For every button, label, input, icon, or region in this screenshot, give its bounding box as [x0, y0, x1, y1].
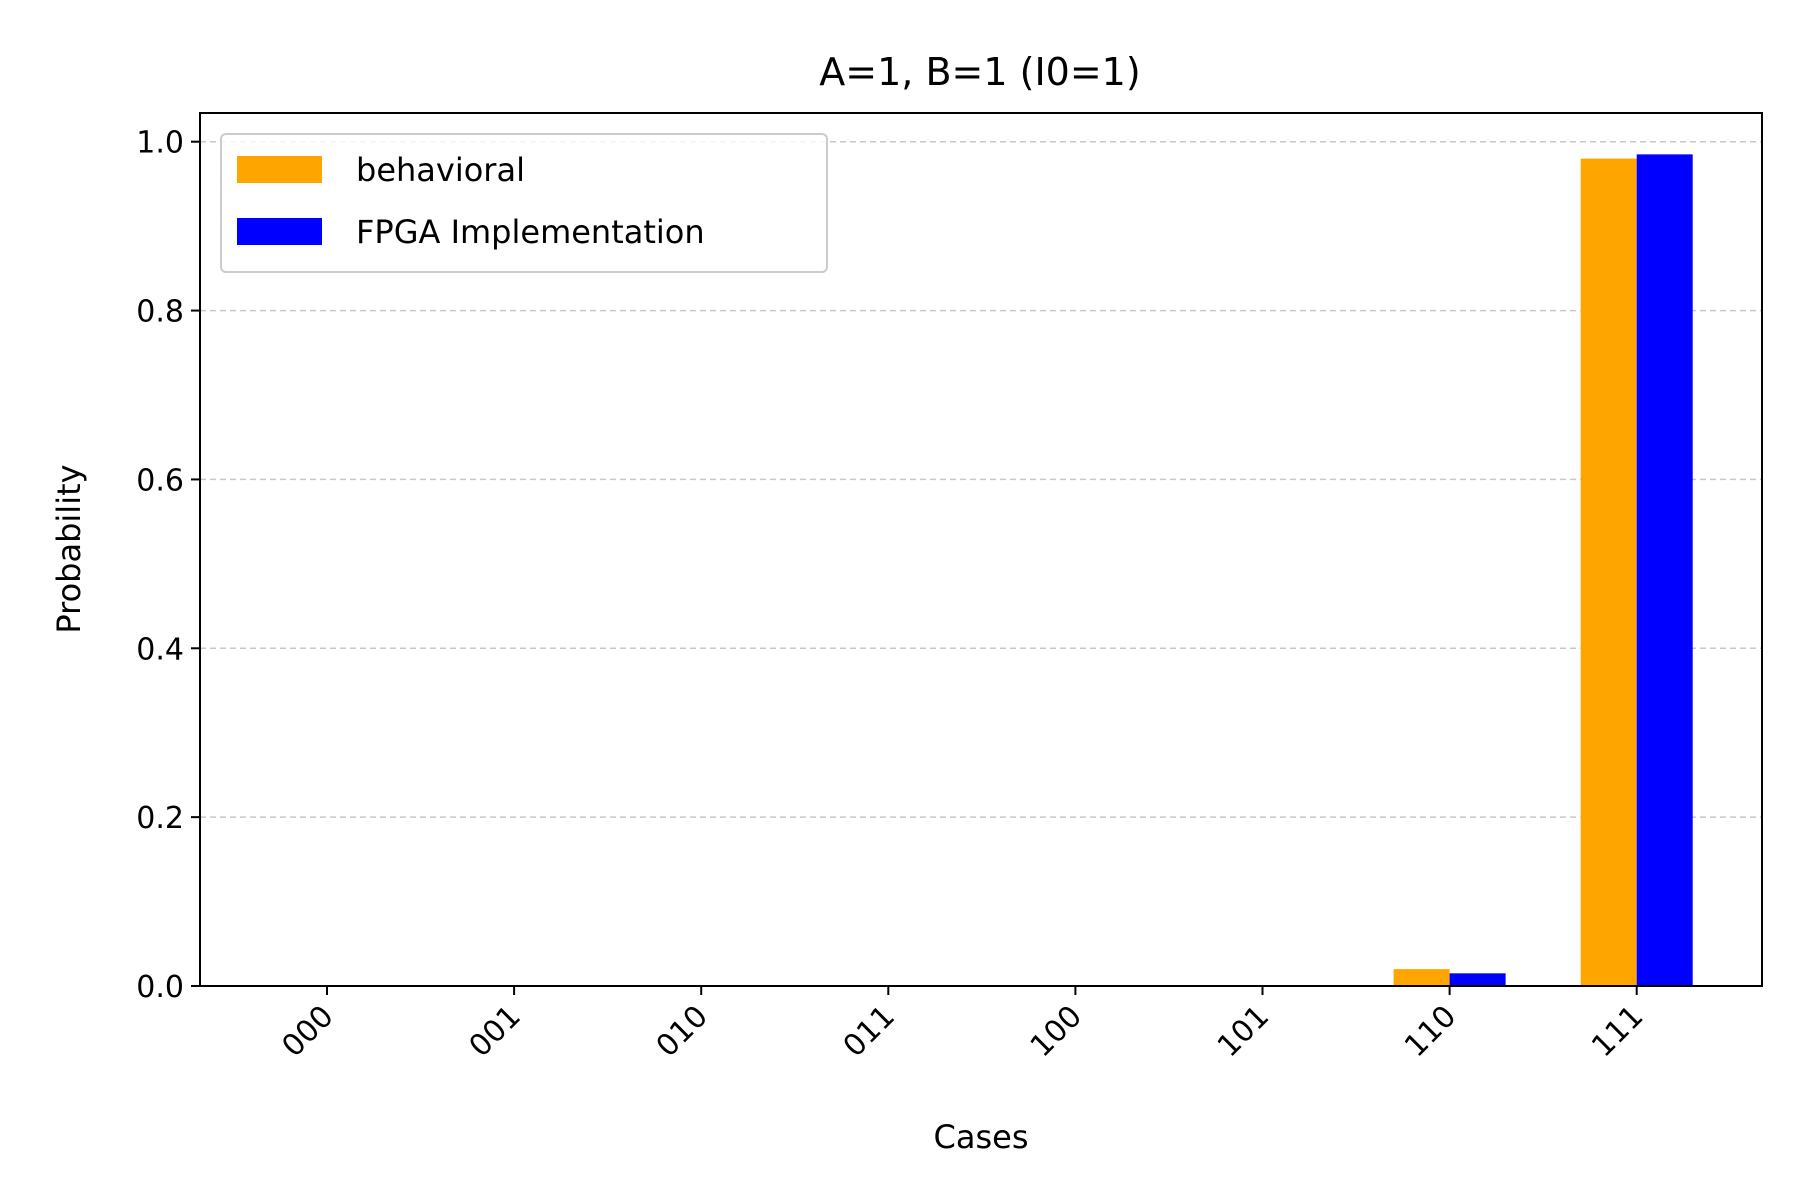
bars [1393, 154, 1693, 987]
legend: behavioral FPGA Implementation [220, 133, 828, 273]
x-tick-label: 001 [463, 999, 528, 1064]
bar-fpga-implementation-111 [1636, 154, 1693, 986]
y-tick-label: 0.8 [136, 295, 184, 330]
plot-frame [199, 112, 1763, 987]
x-tick-label: 101 [1211, 999, 1276, 1064]
y-tick-label: 0.6 [136, 463, 184, 498]
bar-behavioral-110 [1393, 969, 1450, 986]
y-tick-label: 0.0 [136, 970, 184, 1005]
y-axis-ticks: 0.0 0.2 0.4 0.6 0.8 1.0 [136, 126, 200, 1005]
x-tick-label: 111 [1585, 999, 1650, 1064]
legend-label-behavioral: behavioral [356, 151, 525, 189]
x-axis-label: Cases [934, 1118, 1029, 1156]
bar-behavioral-111 [1580, 158, 1637, 987]
y-tick-label: 1.0 [136, 126, 184, 161]
x-tick-label: 011 [837, 999, 902, 1064]
bar-fpga-implementation-110 [1449, 973, 1506, 986]
x-tick-label: 110 [1398, 999, 1463, 1064]
y-axis-label: Probability [50, 464, 88, 633]
legend-swatch-fpga-implementation [237, 218, 322, 245]
legend-label-fpga-implementation: FPGA Implementation [356, 213, 705, 251]
legend-swatch-behavioral [237, 156, 322, 183]
y-tick-label: 0.4 [136, 632, 184, 667]
x-tick-label: 100 [1024, 999, 1089, 1064]
legend-box [220, 133, 828, 273]
x-tick-label: 000 [275, 999, 340, 1064]
x-tick-label: 010 [650, 999, 715, 1064]
y-tick-label: 0.2 [136, 801, 184, 836]
chart-title: A=1, B=1 (I0=1) [819, 50, 1140, 94]
x-axis-ticks: 000 001 010 011 100 101 110 111 [275, 986, 1650, 1064]
